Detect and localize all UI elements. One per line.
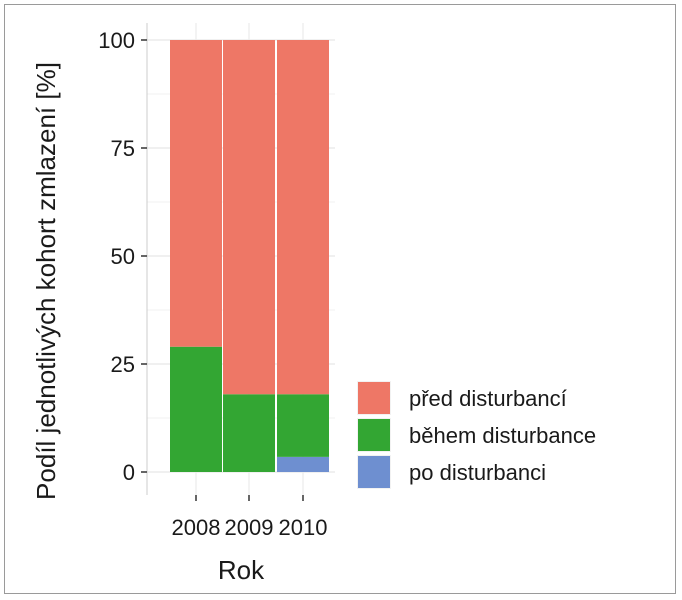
y-tick-label: 50 [111, 244, 135, 269]
bar-segment [223, 40, 275, 395]
y-tick-label: 75 [111, 136, 135, 161]
x-tick-label: 2010 [279, 515, 328, 540]
y-tick-label: 25 [111, 352, 135, 377]
bar-segment [223, 394, 275, 472]
axis-layer: 0 25 50 75 100 2008 2009 2010 [98, 23, 327, 540]
bar-segment [277, 40, 329, 395]
bar-segment [277, 394, 329, 457]
bar-segment [277, 456, 329, 472]
legend-label: během disturbance [409, 423, 596, 448]
legend: před disturbancí během disturbance po dist… [357, 381, 596, 489]
stacked-bar-chart: 0 25 50 75 100 2008 2009 2010 Podíl jednotlivýc… [31, 23, 596, 585]
y-axis-title: Podíl jednotlivých kohort zmlazení [%] [31, 62, 61, 500]
legend-label: před disturbancí [409, 386, 567, 411]
legend-key-swatch [358, 456, 390, 488]
legend-key-swatch [358, 419, 390, 451]
x-tick-label: 2009 [225, 515, 274, 540]
x-tick-label: 2008 [172, 515, 221, 540]
x-axis-title: Rok [218, 555, 265, 585]
y-tick-label: 0 [123, 460, 135, 485]
legend-key-swatch [358, 382, 390, 414]
y-tick-label: 100 [98, 28, 135, 53]
figure-frame: 0 25 50 75 100 2008 2009 2010 Podíl jednotlivýc… [4, 4, 676, 594]
bar-layer [170, 40, 329, 472]
legend-label: po disturbanci [409, 460, 546, 485]
bar-segment [170, 346, 222, 472]
bar-segment [170, 40, 222, 347]
